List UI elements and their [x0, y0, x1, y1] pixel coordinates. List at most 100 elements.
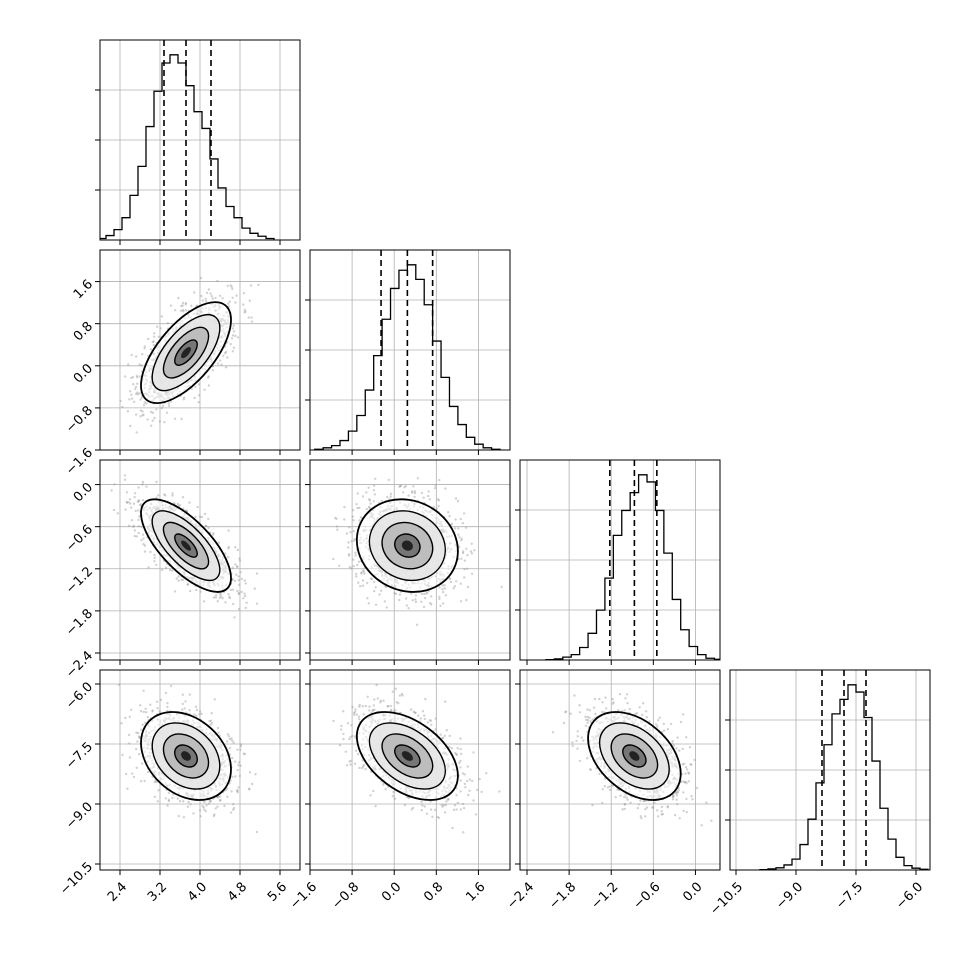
sample-point — [198, 515, 202, 518]
sample-point — [398, 598, 401, 602]
sample-point — [205, 291, 209, 294]
sample-point — [363, 572, 366, 575]
sample-point — [181, 301, 185, 305]
sample-point — [180, 304, 183, 308]
sample-point — [237, 592, 240, 596]
sample-point — [202, 600, 206, 603]
sample-point — [248, 788, 251, 791]
histogram-panel-3 — [515, 459, 721, 665]
sample-point — [130, 519, 134, 522]
sample-point — [136, 740, 139, 743]
sample-point — [231, 566, 234, 569]
sample-point — [205, 524, 208, 528]
sample-point — [136, 509, 140, 512]
sample-point — [348, 553, 351, 556]
sample-point — [140, 525, 143, 528]
sample-point — [158, 709, 161, 713]
sample-point — [343, 505, 346, 509]
sample-point — [373, 580, 376, 584]
sample-point — [461, 522, 465, 525]
sample-point — [240, 590, 243, 594]
sample-point — [229, 588, 232, 592]
sample-point — [123, 474, 127, 477]
sample-point — [142, 404, 146, 407]
sample-point — [168, 404, 171, 407]
sample-point — [188, 709, 191, 712]
sample-point — [135, 374, 138, 378]
sample-point — [141, 414, 144, 417]
sample-point — [129, 506, 133, 509]
sample-point — [134, 392, 138, 396]
sample-point — [201, 805, 204, 808]
sample-point — [367, 498, 371, 501]
sample-point — [209, 719, 213, 722]
sample-point — [169, 304, 173, 307]
sample-point — [407, 494, 410, 497]
sample-point — [157, 335, 160, 338]
sample-point — [368, 506, 371, 510]
sample-point — [245, 601, 248, 604]
sample-point — [141, 480, 145, 484]
sample-point — [167, 791, 170, 795]
sample-point — [137, 500, 140, 503]
sample-point — [129, 502, 132, 505]
sample-point — [438, 597, 441, 601]
sample-point — [147, 566, 150, 569]
sample-point — [167, 402, 170, 405]
sample-point — [234, 563, 237, 566]
sample-point — [242, 597, 245, 600]
sample-point — [361, 579, 365, 582]
sample-point — [143, 544, 147, 547]
sample-point — [194, 385, 197, 389]
sample-point — [389, 495, 392, 498]
sample-point — [169, 684, 173, 688]
sample-point — [181, 578, 185, 581]
sample-point — [181, 496, 185, 499]
sample-point — [383, 600, 386, 603]
sample-point — [182, 310, 185, 313]
sample-point — [359, 585, 362, 588]
sample-point — [461, 550, 465, 553]
panel-frame — [309, 249, 511, 451]
sample-point — [197, 394, 201, 397]
sample-point — [112, 508, 116, 512]
sample-point — [195, 714, 198, 717]
sample-point — [213, 813, 216, 816]
density-contour-5 — [181, 540, 191, 551]
sample-point — [233, 579, 237, 583]
sample-point — [142, 413, 145, 416]
sample-point — [369, 502, 372, 505]
sample-point — [182, 816, 186, 819]
sample-point — [132, 383, 135, 386]
sample-point — [132, 400, 136, 403]
sample-point — [149, 550, 152, 554]
sample-point — [128, 756, 132, 759]
sample-point — [190, 304, 193, 307]
sample-point — [151, 419, 154, 422]
sample-point — [171, 569, 174, 572]
sample-point — [231, 588, 234, 591]
sample-point — [165, 411, 169, 414]
sample-point — [442, 590, 445, 594]
sample-point — [367, 505, 371, 509]
sample-point — [232, 324, 235, 327]
sample-point — [141, 410, 144, 413]
sample-point — [234, 546, 237, 549]
sample-point — [201, 299, 205, 302]
scatter-panel-2-3 — [305, 459, 511, 665]
sample-point — [181, 304, 184, 307]
sample-point — [194, 515, 197, 519]
sample-point — [226, 795, 229, 798]
sample-point — [373, 493, 376, 496]
sample-point — [366, 597, 369, 600]
sample-point — [237, 764, 240, 767]
sample-point — [142, 689, 145, 692]
sample-point — [351, 509, 355, 512]
sample-point — [132, 525, 135, 529]
sample-point — [368, 499, 372, 502]
sample-point — [186, 582, 190, 586]
sample-point — [447, 511, 450, 514]
sample-point — [181, 308, 185, 312]
sample-point — [144, 707, 147, 710]
sample-point — [434, 484, 437, 487]
